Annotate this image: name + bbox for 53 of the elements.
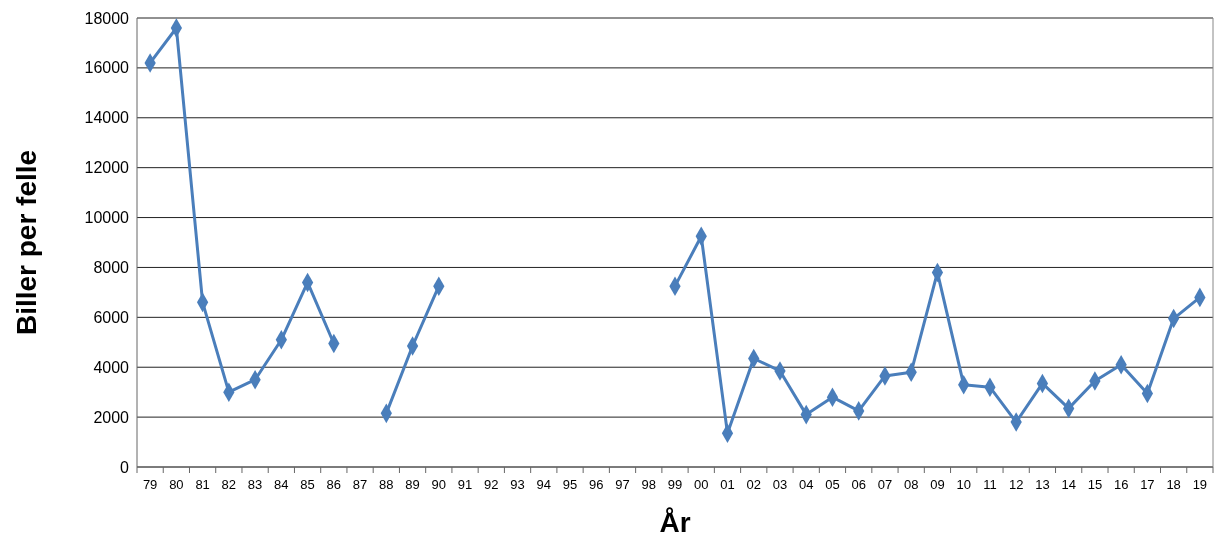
x-tick-label: 81 — [195, 477, 210, 492]
x-tick-label: 06 — [851, 477, 866, 492]
y-tick-label: 10000 — [84, 209, 130, 227]
x-tick-label: 16 — [1113, 477, 1129, 492]
x-tick-label: 86 — [326, 477, 342, 492]
x-tick-label: 97 — [615, 477, 630, 492]
x-tick-label: 98 — [641, 477, 656, 492]
x-tick-label: 95 — [562, 477, 578, 492]
x-tick-label: 85 — [300, 477, 315, 492]
x-tick-label: 94 — [536, 477, 552, 492]
x-tick-label: 02 — [746, 477, 761, 492]
x-tick-label: 09 — [930, 477, 945, 492]
y-tick-label: 16000 — [84, 59, 130, 77]
x-tick-label: 01 — [720, 477, 735, 492]
x-tick-label: 99 — [667, 477, 683, 492]
x-tick-label: 84 — [274, 477, 289, 492]
y-tick-label: 0 — [120, 458, 130, 476]
x-tick-label: 88 — [379, 477, 394, 492]
y-axis-title: Biller per felle — [11, 149, 42, 336]
x-tick-label: 96 — [589, 477, 604, 492]
x-tick-label: 18 — [1166, 477, 1181, 492]
x-tick-label: 91 — [457, 477, 473, 492]
x-tick-label: 19 — [1192, 477, 1208, 492]
x-axis-title: År — [659, 507, 691, 538]
y-tick-label: 4000 — [93, 358, 130, 376]
x-tick-label: 83 — [247, 477, 263, 492]
y-tick-label: 6000 — [93, 308, 130, 326]
x-tick-label: 04 — [798, 477, 814, 492]
y-tick-label: 14000 — [84, 109, 130, 127]
x-tick-label: 05 — [825, 477, 840, 492]
x-tick-label: 14 — [1061, 477, 1076, 492]
x-tick-label: 07 — [877, 477, 893, 492]
x-tick-label: 92 — [484, 477, 499, 492]
x-tick-label: 93 — [510, 477, 525, 492]
x-tick-label: 90 — [431, 477, 447, 492]
y-tick-label: 2000 — [93, 408, 130, 426]
x-tick-label: 87 — [352, 477, 368, 492]
x-tick-label: 79 — [142, 477, 158, 492]
y-tick-label: 12000 — [84, 159, 130, 177]
x-tick-label: 89 — [405, 477, 420, 492]
x-tick-label: 11 — [983, 477, 997, 492]
x-tick-label: 17 — [1140, 477, 1155, 492]
x-tick-label: 15 — [1087, 477, 1103, 492]
x-tick-label: 80 — [169, 477, 184, 492]
x-tick-label: 82 — [221, 477, 237, 492]
x-tick-label: 13 — [1035, 477, 1050, 492]
x-tick-label: 00 — [694, 477, 709, 492]
y-tick-label: 8000 — [93, 259, 130, 277]
x-tick-label: 10 — [956, 477, 971, 492]
x-tick-label: 08 — [903, 477, 919, 492]
x-tick-label: 03 — [772, 477, 788, 492]
y-tick-label: 18000 — [84, 9, 130, 27]
x-tick-label: 12 — [1008, 477, 1024, 492]
